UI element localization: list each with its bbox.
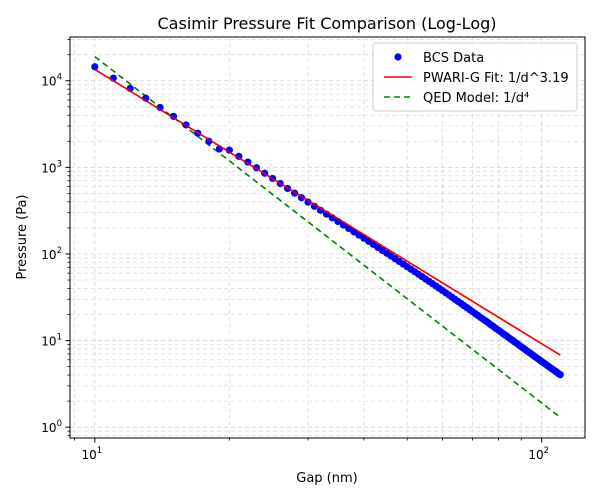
data-point [225, 146, 233, 154]
legend-marker [394, 53, 402, 61]
x-tick-label: 102 [528, 446, 549, 462]
y-tick-label: 100 [41, 419, 62, 435]
series-line [94, 55, 561, 418]
legend-label: QED Model: 1/d⁴ [423, 91, 529, 106]
y-tick-label: 101 [41, 333, 62, 349]
data-point [91, 63, 99, 71]
y-axis-label: Pressure (Pa) [15, 194, 30, 279]
y-tick-label: 102 [41, 246, 62, 262]
legend-label: BCS Data [423, 51, 484, 66]
chart-title: Casimir Pressure Fit Comparison (Log-Log… [158, 14, 497, 33]
legend: BCS Data PWARI-G Fit: 1/d^3.19 QED Model: … [372, 42, 578, 112]
data-point [556, 371, 564, 379]
legend-label: PWARI-G Fit: 1/d^3.19 [423, 71, 569, 86]
legend-box [372, 42, 578, 112]
data-point [205, 137, 213, 145]
plot-frame [69, 36, 586, 439]
y-tick-label: 103 [41, 159, 62, 175]
ticks: 101 102 100 101 102 103 104 [41, 39, 549, 462]
series-layer [91, 55, 564, 418]
x-tick-label: 101 [81, 446, 102, 462]
y-tick-label: 104 [41, 73, 62, 89]
x-axis-label: Gap (nm) [296, 471, 357, 486]
series-line-overlay [94, 68, 561, 356]
data-point [304, 198, 312, 206]
